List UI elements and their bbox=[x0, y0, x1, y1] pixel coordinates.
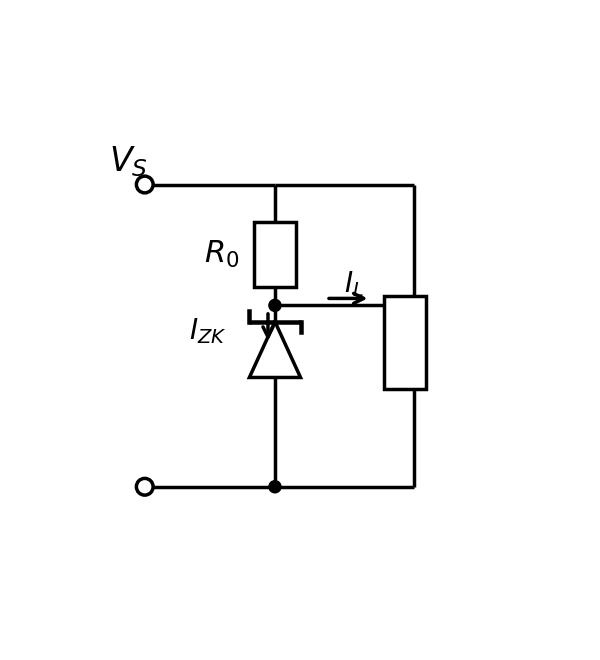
Text: $I_L$: $I_L$ bbox=[344, 269, 364, 300]
Polygon shape bbox=[250, 321, 301, 378]
FancyBboxPatch shape bbox=[384, 296, 426, 389]
Text: $V_S$: $V_S$ bbox=[109, 144, 148, 179]
Text: $R_0$: $R_0$ bbox=[204, 239, 239, 270]
Circle shape bbox=[269, 300, 281, 312]
FancyBboxPatch shape bbox=[254, 222, 296, 287]
Text: $I_{ZK}$: $I_{ZK}$ bbox=[189, 316, 226, 346]
Circle shape bbox=[269, 480, 281, 493]
